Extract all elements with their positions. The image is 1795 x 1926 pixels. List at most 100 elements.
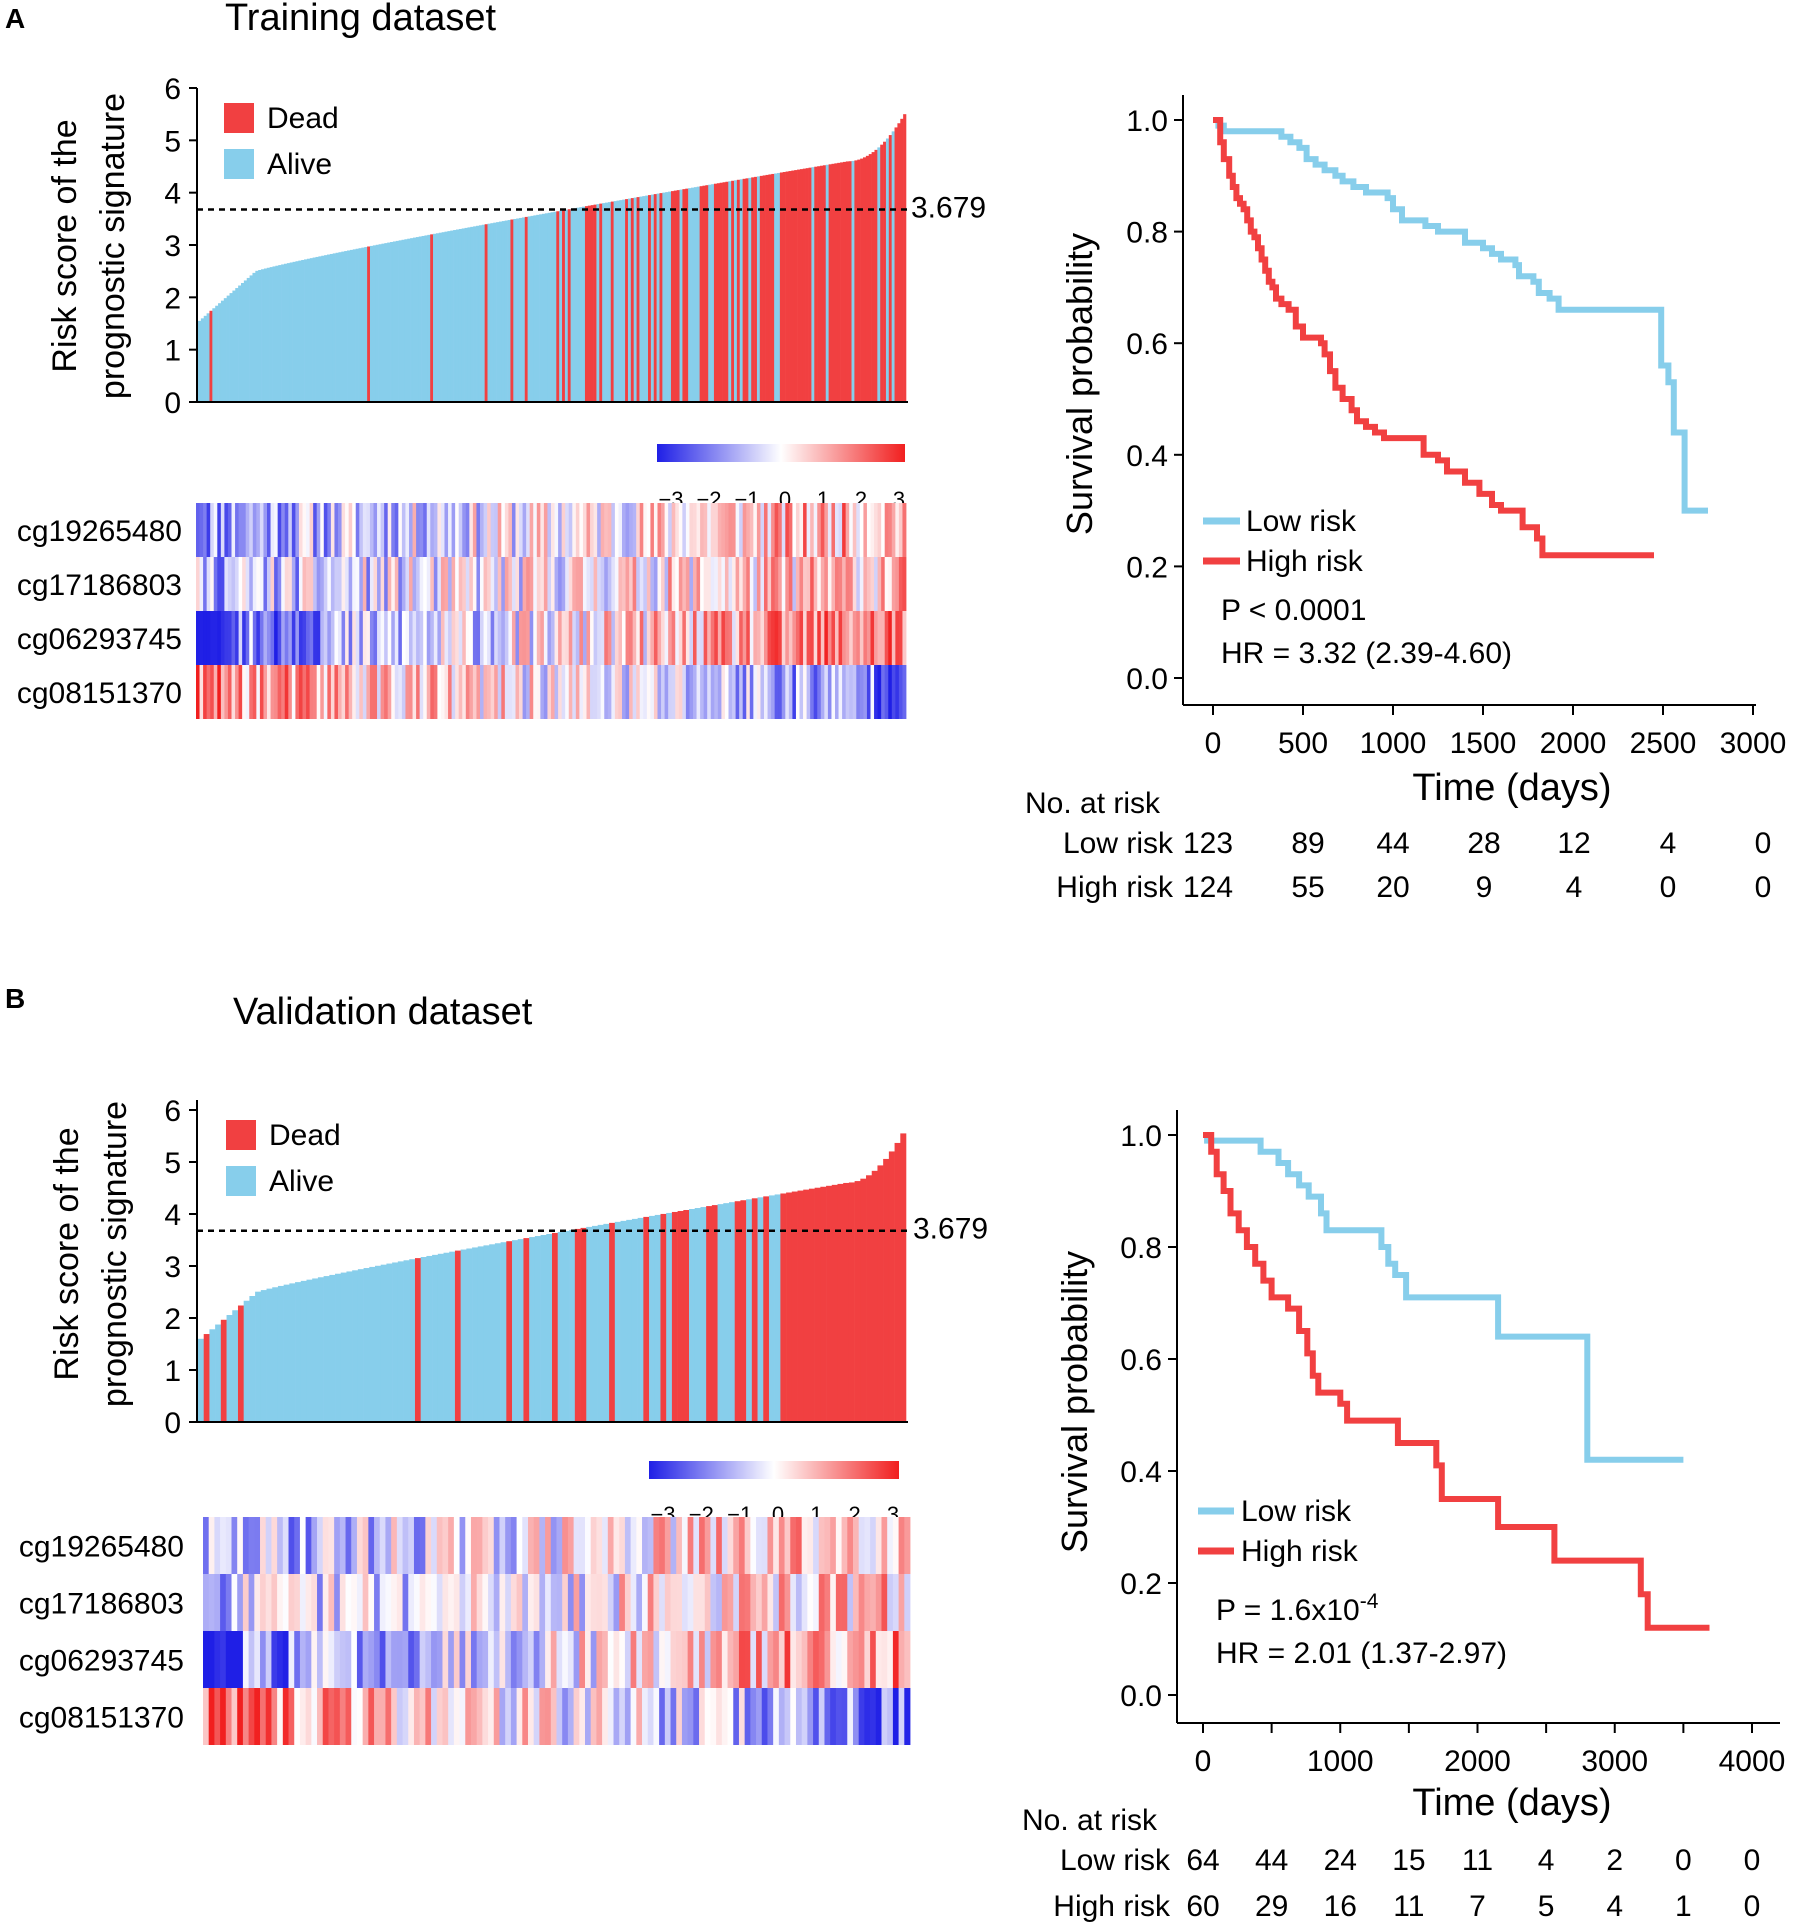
heatmap-cell — [888, 665, 893, 719]
heatmap-cell — [425, 1688, 432, 1745]
heatmap-cell — [539, 1517, 546, 1574]
heatmap-cell — [265, 1631, 272, 1688]
heatmap-cell — [902, 557, 907, 611]
heatmap-cell — [841, 1517, 848, 1574]
low-risk-curve — [1213, 117, 1708, 514]
heatmap-cell — [334, 557, 339, 611]
heatmap-cell — [487, 611, 492, 665]
heatmap-cell — [817, 611, 822, 665]
heatmap-cell — [778, 557, 783, 611]
km-x-tick-label: 1000 — [1307, 1745, 1374, 1778]
heatmap-cell — [676, 1574, 683, 1631]
heatmap-cell — [248, 1574, 255, 1631]
risk-bar — [449, 1251, 456, 1422]
heatmap-cell — [271, 1688, 278, 1745]
heatmap-cell — [735, 665, 740, 719]
risk-bar — [897, 123, 901, 402]
heatmap-cell — [323, 611, 328, 665]
risk-bar — [683, 1209, 690, 1422]
heatmap-cell — [510, 1574, 517, 1631]
heatmap-cell — [433, 557, 438, 611]
heatmap-cell — [282, 1688, 289, 1745]
heatmap-cell — [551, 611, 555, 665]
risk-bar — [493, 222, 497, 402]
risk-bar — [745, 178, 749, 402]
heatmap-cell — [224, 611, 229, 665]
heatmap-cell — [590, 611, 594, 665]
heatmap-cell — [668, 665, 673, 719]
risk-bar — [390, 242, 394, 402]
heatmap-cell — [451, 503, 456, 557]
heatmap-cell — [373, 611, 378, 665]
heatmap-cell — [561, 503, 566, 557]
heatmap-cell — [568, 611, 573, 665]
risk-bar — [673, 190, 677, 402]
risk-bar — [871, 1170, 878, 1422]
risk-bar — [295, 261, 299, 402]
heatmap-cell — [476, 1631, 483, 1688]
heatmap-cell — [453, 1688, 460, 1745]
heatmap-cell — [744, 1517, 751, 1574]
risk-bar — [659, 193, 663, 402]
heatmap-cell — [717, 665, 722, 719]
risk-bar — [357, 1269, 364, 1422]
risk-bar — [437, 1253, 444, 1422]
risk-bar — [699, 186, 703, 402]
risk-bar — [329, 1274, 336, 1422]
hazard-ratio: HR = 3.32 (2.39-4.60) — [1221, 637, 1512, 670]
risk-bar — [837, 1183, 844, 1422]
y-tick-label: 1 — [164, 335, 181, 368]
risk-bar — [894, 1142, 901, 1422]
risk-bar — [527, 216, 531, 402]
km-legend: Low risk High risk — [1203, 505, 1364, 578]
risk-bar — [660, 1213, 667, 1422]
heatmap-cell — [703, 503, 708, 557]
risk-bar — [461, 228, 465, 402]
risk-bar — [791, 1191, 798, 1422]
heatmap-cell — [298, 503, 303, 557]
heatmap-cell — [430, 611, 435, 665]
heatmap-cell — [210, 557, 215, 611]
heatmap-cell — [820, 503, 825, 557]
heatmap-cell — [904, 1517, 911, 1574]
heatmap-cell — [696, 611, 701, 665]
heatmap-cell — [721, 557, 726, 611]
risk-bar — [700, 1207, 707, 1422]
heatmap-cell — [750, 1631, 757, 1688]
heatmap-cell — [646, 503, 651, 557]
heatmap-cell — [281, 557, 286, 611]
heatmap-cell — [224, 557, 229, 611]
heatmap-cell — [824, 611, 829, 665]
risk-bar — [510, 219, 514, 402]
heatmap-cell — [659, 1631, 666, 1688]
heatmap-cell — [505, 1517, 512, 1574]
heatmap-cell — [323, 665, 328, 719]
heatmap-cell — [838, 557, 843, 611]
heatmap-cell — [699, 1574, 706, 1631]
heatmap-cell — [756, 1574, 763, 1631]
high-risk-curve — [1213, 117, 1654, 559]
km-x-tick-label: 1000 — [1360, 727, 1427, 760]
heatmap-cell — [379, 1517, 386, 1574]
heatmap-cell — [391, 611, 396, 665]
risk-bar — [552, 1232, 559, 1422]
heatmap-cell — [773, 1574, 780, 1631]
heatmap-cell — [488, 1574, 495, 1631]
heatmap-cell — [277, 1688, 284, 1745]
heatmap-cell — [650, 665, 655, 719]
risk-bar — [209, 310, 213, 402]
heatmap-cell — [295, 557, 300, 611]
heatmap-cell — [830, 1574, 837, 1631]
risk-bar — [734, 1201, 741, 1422]
heatmap-cell — [402, 1631, 409, 1688]
heatmap-cell — [842, 557, 847, 611]
risk-bar — [300, 1280, 307, 1422]
heatmap-cell — [345, 1574, 352, 1631]
heatmap-cell — [795, 1517, 803, 1574]
heatmap-cell — [497, 611, 502, 665]
heatmap-cell — [838, 665, 843, 719]
heatmap-cell — [299, 1574, 307, 1631]
heatmap-cell — [412, 611, 417, 665]
heatmap-cell — [781, 665, 786, 719]
